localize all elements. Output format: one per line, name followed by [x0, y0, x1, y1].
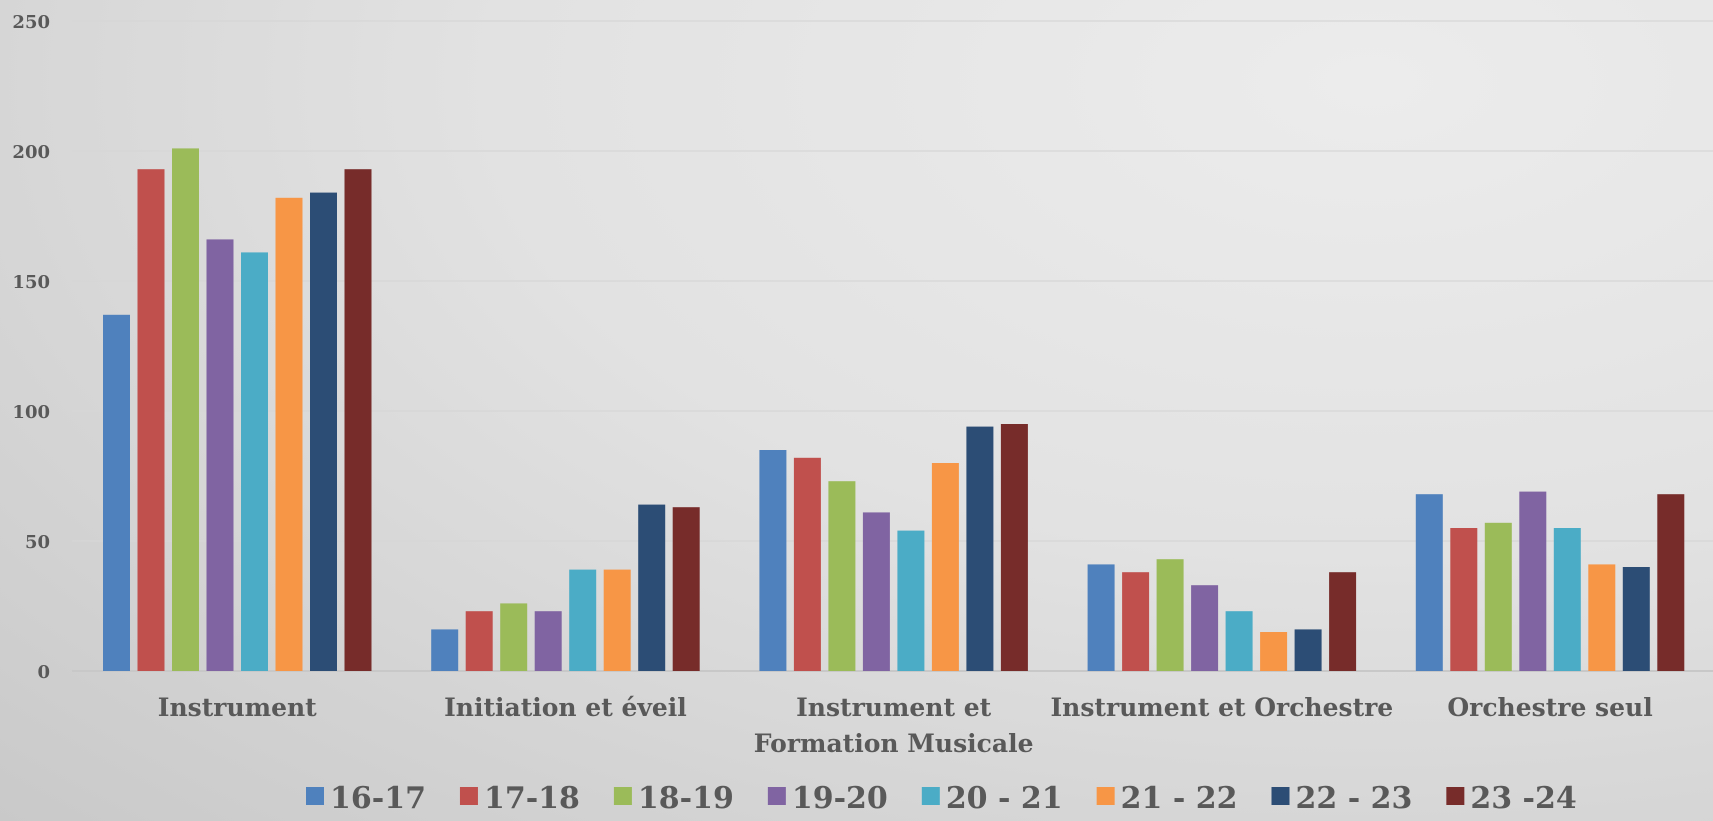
x-category-label: Instrument [158, 693, 317, 722]
bar [103, 314, 130, 671]
legend-swatch [1446, 787, 1465, 805]
y-tick-label: 250 [12, 12, 50, 33]
bar [1191, 585, 1219, 671]
bar [172, 148, 199, 671]
y-axis: 0 50 100 150 200 250 [12, 12, 50, 683]
bar [241, 252, 268, 671]
y-tick-label: 100 [12, 402, 50, 423]
x-category-label: Instrument et Formation Musicale [754, 693, 1034, 758]
legend-label: 18-19 [638, 781, 734, 816]
legend: 16-17 17-18 18-19 19-20 20 - 21 21 - 22 22 - 2… [306, 781, 1577, 816]
bar [672, 507, 700, 671]
bar [1588, 564, 1616, 671]
legend-swatch [613, 787, 632, 805]
legend-swatch [306, 787, 324, 805]
bar [638, 504, 666, 671]
legend-swatch [459, 787, 478, 805]
y-tick-label: 200 [12, 142, 50, 163]
x-axis: Instrument Initiation et éveil Instrument … [158, 693, 1653, 758]
bar [344, 169, 372, 671]
bar [759, 450, 787, 671]
legend-swatch [1271, 787, 1290, 805]
bar [828, 481, 856, 671]
bar [1657, 494, 1685, 671]
x-category-label: Initiation et éveil [444, 693, 687, 722]
bar [1087, 564, 1115, 671]
bar [966, 426, 994, 671]
bar [862, 512, 890, 671]
bar [1260, 632, 1288, 671]
bar [897, 530, 925, 671]
bar [1484, 522, 1512, 671]
bar [793, 457, 821, 671]
bar [603, 569, 631, 671]
bar [1622, 567, 1650, 671]
bar [534, 611, 562, 671]
bar [137, 169, 165, 671]
bar [1225, 611, 1253, 671]
bar [500, 603, 528, 671]
bar [1329, 572, 1357, 671]
bar [1156, 559, 1184, 671]
bar [206, 239, 234, 671]
legend-label: 19-20 [792, 781, 888, 816]
bar [1553, 528, 1581, 671]
legend-swatch [767, 787, 786, 805]
legend-label: 23 -24 [1470, 781, 1576, 816]
legend-swatch [921, 787, 940, 805]
bar [1450, 528, 1478, 671]
y-tick-label: 150 [12, 272, 50, 293]
bar [310, 192, 337, 671]
bar [275, 197, 303, 672]
y-tick-label: 0 [37, 662, 50, 683]
bar [1122, 572, 1150, 671]
legend-label: 16-17 [330, 781, 426, 816]
bar [1000, 424, 1028, 671]
legend-label: 21 - 22 [1121, 781, 1238, 816]
legend-swatch [1096, 787, 1115, 805]
bar [931, 463, 959, 671]
bar [569, 569, 597, 671]
bar [1294, 629, 1322, 671]
legend-label: 17-18 [484, 781, 580, 816]
legend-label: 22 - 23 [1296, 781, 1413, 816]
legend-label: 20 - 21 [946, 781, 1063, 816]
bar [431, 629, 459, 671]
bar [1415, 494, 1443, 671]
x-category-label: Orchestre seul [1447, 693, 1652, 722]
bar [1519, 491, 1547, 671]
bars [103, 148, 1685, 672]
x-category-label: Instrument et Orchestre [1050, 693, 1393, 722]
y-tick-label: 50 [25, 532, 50, 553]
bar [465, 611, 493, 671]
